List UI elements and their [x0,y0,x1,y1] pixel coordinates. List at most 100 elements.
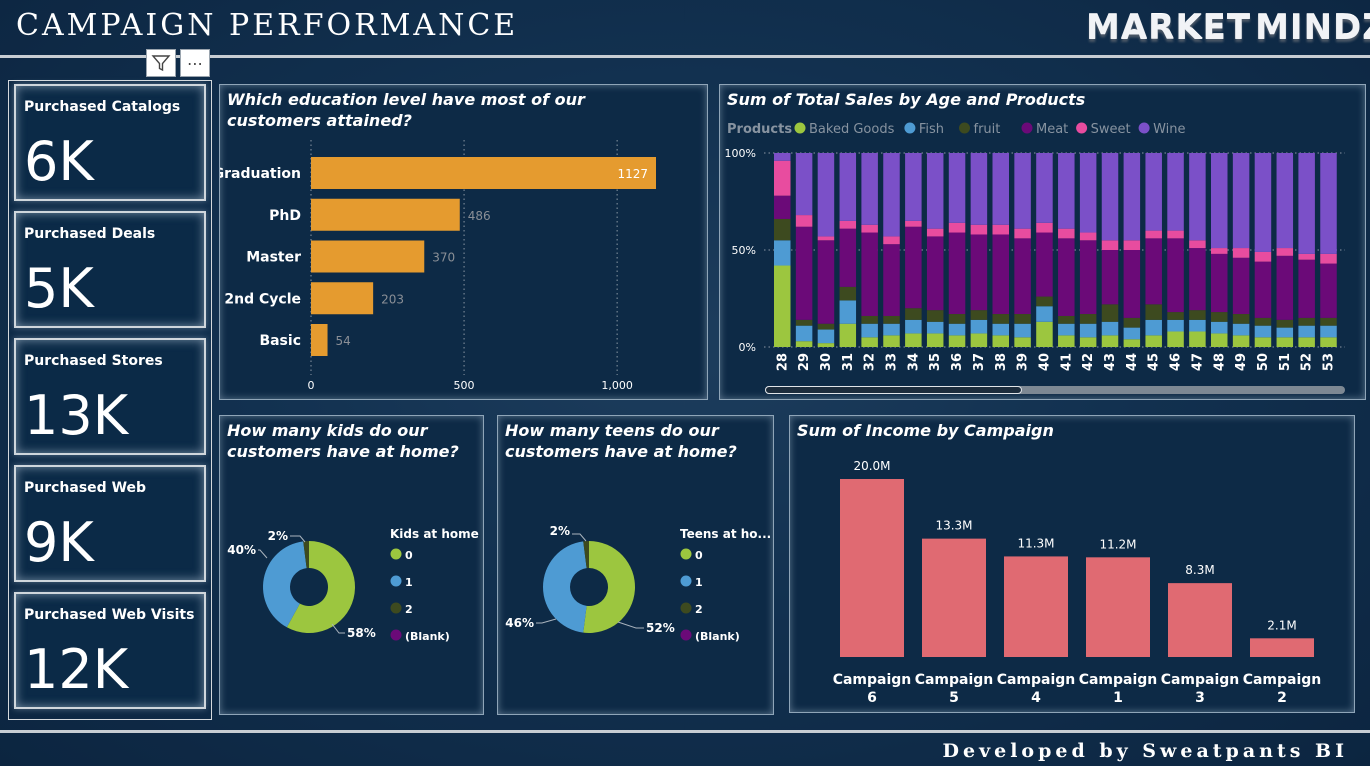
bar-segment [1123,317,1141,328]
legend-marker [390,602,402,614]
bar [1004,556,1068,657]
kpi-value: 9K [24,511,94,574]
x-tick-label: 2 [1277,690,1287,706]
horizontal-scrollbar-track[interactable] [765,386,1345,394]
data-label: 486 [468,209,491,223]
bar-segment [1298,317,1315,326]
kpi-card-web[interactable]: Purchased Web 9K [14,465,206,582]
kpi-card-deals[interactable]: Purchased Deals 5K [14,211,206,328]
bar-segment [992,153,1009,225]
bar-segment [1079,240,1097,315]
bar-segment [1320,263,1337,318]
x-tick-label: 33 [885,353,900,371]
bar-segment [1189,310,1206,320]
bar-segment [774,195,791,219]
bar-segment [817,343,835,347]
kids-donut-panel[interactable]: How many kids do our customers have at h… [219,415,484,715]
teens-donut-panel[interactable]: How many teens do our customers have at … [497,415,774,715]
bar-segment [774,153,791,161]
income-chart-panel[interactable]: Sum of Income by Campaign 20.0M Campaign 6… [789,415,1355,713]
x-tick-label: 1,000 [601,379,633,392]
bar-segment [1276,153,1294,249]
kpi-label: Purchased Deals [24,226,156,242]
x-tick-label: 0 [308,379,315,392]
x-tick-label: 36 [950,353,965,371]
legend-label: Baked Goods [809,122,895,137]
legend-marker [680,629,692,641]
bar-segment [817,153,835,237]
bar-segment [970,319,988,334]
kpi-card-web-visits[interactable]: Purchased Web Visits 12K [14,592,206,709]
kpi-label: Purchased Stores [24,353,163,369]
donut-slice [303,541,309,569]
filter-button[interactable] [146,49,176,77]
x-tick-label: 45 [1147,353,1162,371]
legend-label: 1 [695,576,703,589]
x-tick-label: 31 [841,353,856,371]
bar-segment [1101,304,1119,322]
more-options-button[interactable]: ⋯ [180,49,210,77]
leader-line [290,535,306,543]
bar-segment [1036,321,1053,347]
bar-segment [883,153,900,237]
horizontal-scrollbar-thumb[interactable] [765,386,1022,394]
x-tick-label: 46 [1169,353,1184,371]
bar [311,198,460,231]
bar-segment [1211,312,1228,322]
bar-segment [1014,228,1031,239]
bar-segment [1036,153,1053,223]
bar-segment [883,236,900,245]
bar-segment [905,333,922,347]
bar-segment [1276,255,1294,320]
bar-segment [1101,321,1119,336]
donut-slice [286,541,355,633]
bar-segment [861,232,878,316]
kpi-card-catalogs[interactable]: Purchased Catalogs 6K [14,84,206,201]
x-tick-label: 39 [1016,353,1031,371]
bar-segment [992,234,1009,315]
legend-label: (Blank) [405,630,450,643]
bar-segment [817,240,835,324]
age-products-chart-panel[interactable]: Sum of Total Sales by Age and Products P… [719,84,1366,400]
kpi-card-stores[interactable]: Purchased Stores 13K [14,338,206,455]
bar-segment [1058,153,1075,229]
bar-segment [1036,222,1053,233]
data-label: 54 [336,334,351,348]
education-chart-panel[interactable]: Which education level have most of our c… [219,84,708,400]
bar-segment [992,335,1009,347]
bar-segment [992,323,1009,336]
donut-slice [583,541,589,569]
x-tick-label: Campaign [997,672,1076,688]
bar-segment [948,323,966,336]
kpi-label: Purchased Web Visits [24,607,195,623]
bar-segment [839,323,857,347]
bar-segment [795,325,813,342]
bar-segment [1101,335,1119,347]
legend-marker [904,122,916,134]
bar-segment [1189,331,1206,347]
bar-segment [1167,153,1184,231]
bar-segment [774,160,791,196]
legend-marker [794,122,806,134]
data-label: 2% [268,529,288,543]
bar-segment [774,265,791,347]
bar-segment [1211,333,1228,347]
x-tick-label: 500 [454,379,475,392]
legend-title: Teens at ho... [680,527,771,541]
bar-segment [1079,323,1097,338]
bar-segment [1232,323,1250,336]
bar-segment [1058,335,1075,347]
legend-marker [1138,122,1150,134]
bar [311,282,374,315]
bar-segment [839,286,857,301]
bar-segment [1211,253,1228,313]
bar [840,479,904,657]
x-tick-label: 50 [1256,353,1271,371]
bar-segment [1298,337,1315,347]
bar-segment [1123,240,1141,250]
bar-segment [1014,153,1031,229]
bar-segment [1211,248,1228,254]
bar-segment [839,300,857,324]
bar-segment [795,341,813,347]
bar-segment [1276,337,1294,347]
